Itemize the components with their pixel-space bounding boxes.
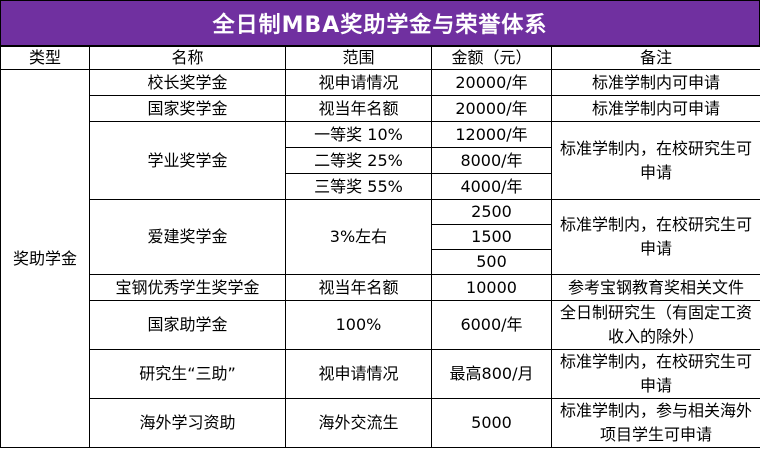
table-row: 国家奖学金 视当年名额 20000/年 标准学制内可申请: [1, 95, 760, 122]
amount-cell: 10000: [431, 274, 552, 301]
table-row: 三等奖 55% 4000/年: [1, 173, 760, 200]
amount-cell: 4000/年: [431, 173, 552, 200]
scope-cell: 视当年名额: [285, 95, 432, 122]
amount-cell: 6000/年: [431, 300, 552, 350]
table-row: 二等奖 25% 8000/年: [1, 147, 760, 174]
category-cell: 奖助学金: [0, 69, 90, 448]
scope-cell: 三等奖 55%: [285, 173, 432, 200]
scope-cell: 二等奖 25%: [285, 147, 432, 174]
scope-cell: 一等奖 10%: [285, 121, 432, 148]
table-row: 1500: [1, 224, 760, 250]
note-cell: 标准学制内可申请: [551, 95, 760, 122]
note-cell: 标准学制内，在校研究生可申请: [551, 199, 760, 275]
header-note: 备注: [551, 46, 760, 70]
table-row: 宝钢优秀学生奖学金 视当年名额 10000 参考宝钢教育奖相关文件: [1, 274, 760, 301]
table-title: 全日制MBA奖助学金与荣誉体系: [0, 0, 760, 46]
scholarship-table: 类型 名称 范围 金额（元） 备注 奖助学金 校长奖学金 视申请情况 20000…: [0, 46, 760, 448]
scope-cell: 海外交流生: [285, 398, 432, 448]
note-cell: 标准学制内，参与相关海外项目学生可申请: [551, 398, 760, 448]
scope-cell: 100%: [285, 300, 432, 350]
table-row: 奖助学金 校长奖学金 视申请情况 20000/年 标准学制内可申请: [0, 69, 760, 448]
amount-cell: 20000/年: [431, 69, 552, 96]
name-cell: 研究生“三助”: [89, 349, 286, 399]
amount-cell: 20000/年: [431, 95, 552, 122]
note-cell: 标准学制内可申请: [551, 69, 760, 96]
name-cell: 国家奖学金: [89, 95, 286, 122]
header-row: 类型 名称 范围 金额（元） 备注: [0, 46, 760, 70]
note-cell: 标准学制内，在校研究生可申请: [551, 349, 760, 399]
name-cell: 学业奖学金: [89, 121, 286, 200]
amount-cell: 500: [431, 249, 552, 275]
table-row: 爱建奖学金 3%左右 2500 标准学制内，在校研究生可申请: [1, 199, 760, 275]
name-cell: 国家助学金: [89, 300, 286, 350]
scope-cell: 3%左右: [285, 199, 432, 275]
name-cell: 海外学习资助: [89, 398, 286, 448]
scope-cell: 视申请情况: [285, 69, 432, 96]
note-cell: 参考宝钢教育奖相关文件: [551, 274, 760, 301]
amount-cell: 8000/年: [431, 147, 552, 174]
header-type: 类型: [0, 46, 90, 70]
note-cell: 全日制研究生（有固定工资收入的除外）: [551, 300, 760, 350]
amount-cell: 最高800/月: [431, 349, 552, 399]
name-cell: 宝钢优秀学生奖学金: [89, 274, 286, 301]
amount-cell: 5000: [431, 398, 552, 448]
name-cell: 爱建奖学金: [89, 199, 286, 275]
amount-cell: 1500: [431, 224, 552, 250]
scope-cell: 视当年名额: [285, 274, 432, 301]
header-amount: 金额（元）: [431, 46, 552, 70]
table-row: 500: [1, 249, 760, 275]
note-cell: 标准学制内，在校研究生可申请: [551, 121, 760, 200]
table-row: 学业奖学金 一等奖 10% 12000/年 标准学制内，在校研究生可申请: [1, 121, 760, 200]
header-name: 名称: [89, 46, 286, 70]
header-scope: 范围: [285, 46, 432, 70]
amount-cell: 2500: [431, 199, 552, 225]
scope-cell: 视申请情况: [285, 349, 432, 399]
name-cell: 校长奖学金: [89, 69, 286, 96]
amount-cell: 12000/年: [431, 121, 552, 148]
